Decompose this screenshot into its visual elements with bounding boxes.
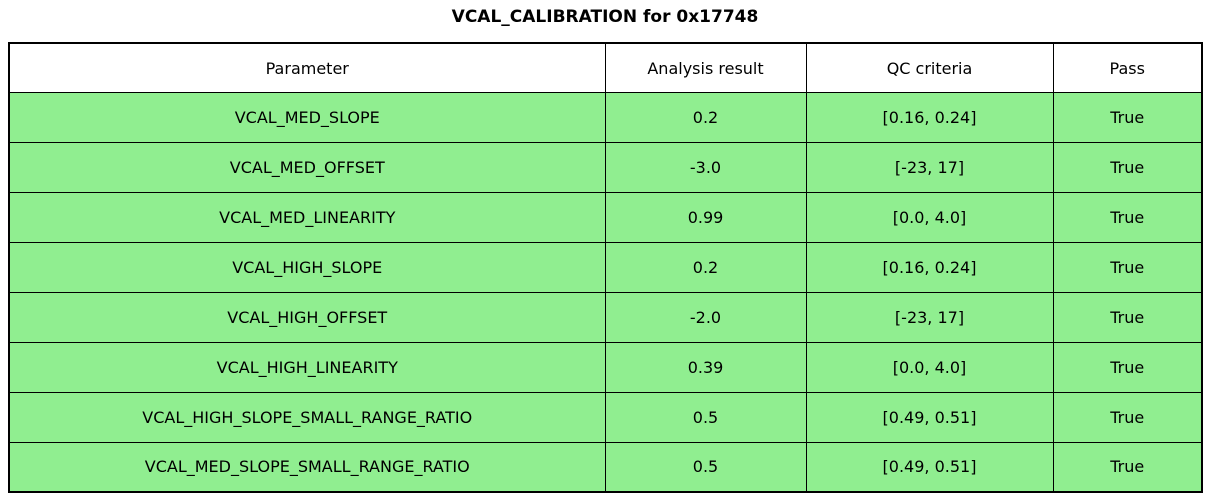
cell-analysis-result: 0.39 <box>604 341 807 393</box>
cell-qc-criteria: [0.16, 0.24] <box>805 242 1054 293</box>
cell-parameter: VCAL_HIGH_SLOPE <box>8 242 606 293</box>
cell-parameter: VCAL_HIGH_OFFSET <box>8 291 606 343</box>
cell-analysis-result: 0.5 <box>604 391 807 443</box>
table-row: VCAL_HIGH_SLOPE 0.2 [0.16, 0.24] True <box>8 242 1203 293</box>
cell-pass: True <box>1052 192 1203 244</box>
table-row: VCAL_HIGH_OFFSET -2.0 [-23, 17] True <box>8 291 1203 343</box>
cell-analysis-result: -2.0 <box>604 291 807 343</box>
header-row: Parameter Analysis result QC criteria Pa… <box>8 42 1203 94</box>
cell-parameter: VCAL_HIGH_SLOPE_SMALL_RANGE_RATIO <box>8 391 606 443</box>
cell-qc-criteria: [0.16, 0.24] <box>805 92 1054 144</box>
cell-qc-criteria: [0.49, 0.51] <box>805 391 1054 443</box>
col-header-pass: Pass <box>1052 42 1203 94</box>
table-row: VCAL_HIGH_SLOPE_SMALL_RANGE_RATIO 0.5 [0… <box>8 391 1203 443</box>
cell-pass: True <box>1052 242 1203 293</box>
cell-pass: True <box>1052 341 1203 393</box>
cell-analysis-result: 0.2 <box>604 92 807 144</box>
col-header-parameter: Parameter <box>8 42 606 94</box>
cell-parameter: VCAL_MED_LINEARITY <box>8 192 606 244</box>
cell-qc-criteria: [0.0, 4.0] <box>805 192 1054 244</box>
qc-table: Parameter Analysis result QC criteria Pa… <box>8 42 1203 494</box>
table-row: VCAL_MED_SLOPE 0.2 [0.16, 0.24] True <box>8 92 1203 144</box>
col-header-qc-criteria: QC criteria <box>805 42 1054 94</box>
cell-parameter: VCAL_MED_SLOPE_SMALL_RANGE_RATIO <box>8 441 606 493</box>
cell-parameter: VCAL_MED_SLOPE <box>8 92 606 144</box>
cell-qc-criteria: [-23, 17] <box>805 142 1054 194</box>
cell-pass: True <box>1052 92 1203 144</box>
cell-parameter: VCAL_HIGH_LINEARITY <box>8 341 606 393</box>
cell-qc-criteria: [0.49, 0.51] <box>805 441 1054 493</box>
cell-analysis-result: 0.2 <box>604 242 807 293</box>
table-row: VCAL_HIGH_LINEARITY 0.39 [0.0, 4.0] True <box>8 341 1203 393</box>
cell-pass: True <box>1052 142 1203 194</box>
cell-parameter: VCAL_MED_OFFSET <box>8 142 606 194</box>
cell-analysis-result: -3.0 <box>604 142 807 194</box>
cell-analysis-result: 0.99 <box>604 192 807 244</box>
cell-qc-criteria: [-23, 17] <box>805 291 1054 343</box>
table-row: VCAL_MED_OFFSET -3.0 [-23, 17] True <box>8 142 1203 194</box>
cell-pass: True <box>1052 291 1203 343</box>
table-row: VCAL_MED_LINEARITY 0.99 [0.0, 4.0] True <box>8 192 1203 244</box>
cell-qc-criteria: [0.0, 4.0] <box>805 341 1054 393</box>
col-header-analysis-result: Analysis result <box>604 42 807 94</box>
cell-pass: True <box>1052 441 1203 493</box>
cell-analysis-result: 0.5 <box>604 441 807 493</box>
table-row: VCAL_MED_SLOPE_SMALL_RANGE_RATIO 0.5 [0.… <box>8 441 1203 493</box>
page-title: VCAL_CALIBRATION for 0x17748 <box>451 7 759 27</box>
cell-pass: True <box>1052 391 1203 443</box>
